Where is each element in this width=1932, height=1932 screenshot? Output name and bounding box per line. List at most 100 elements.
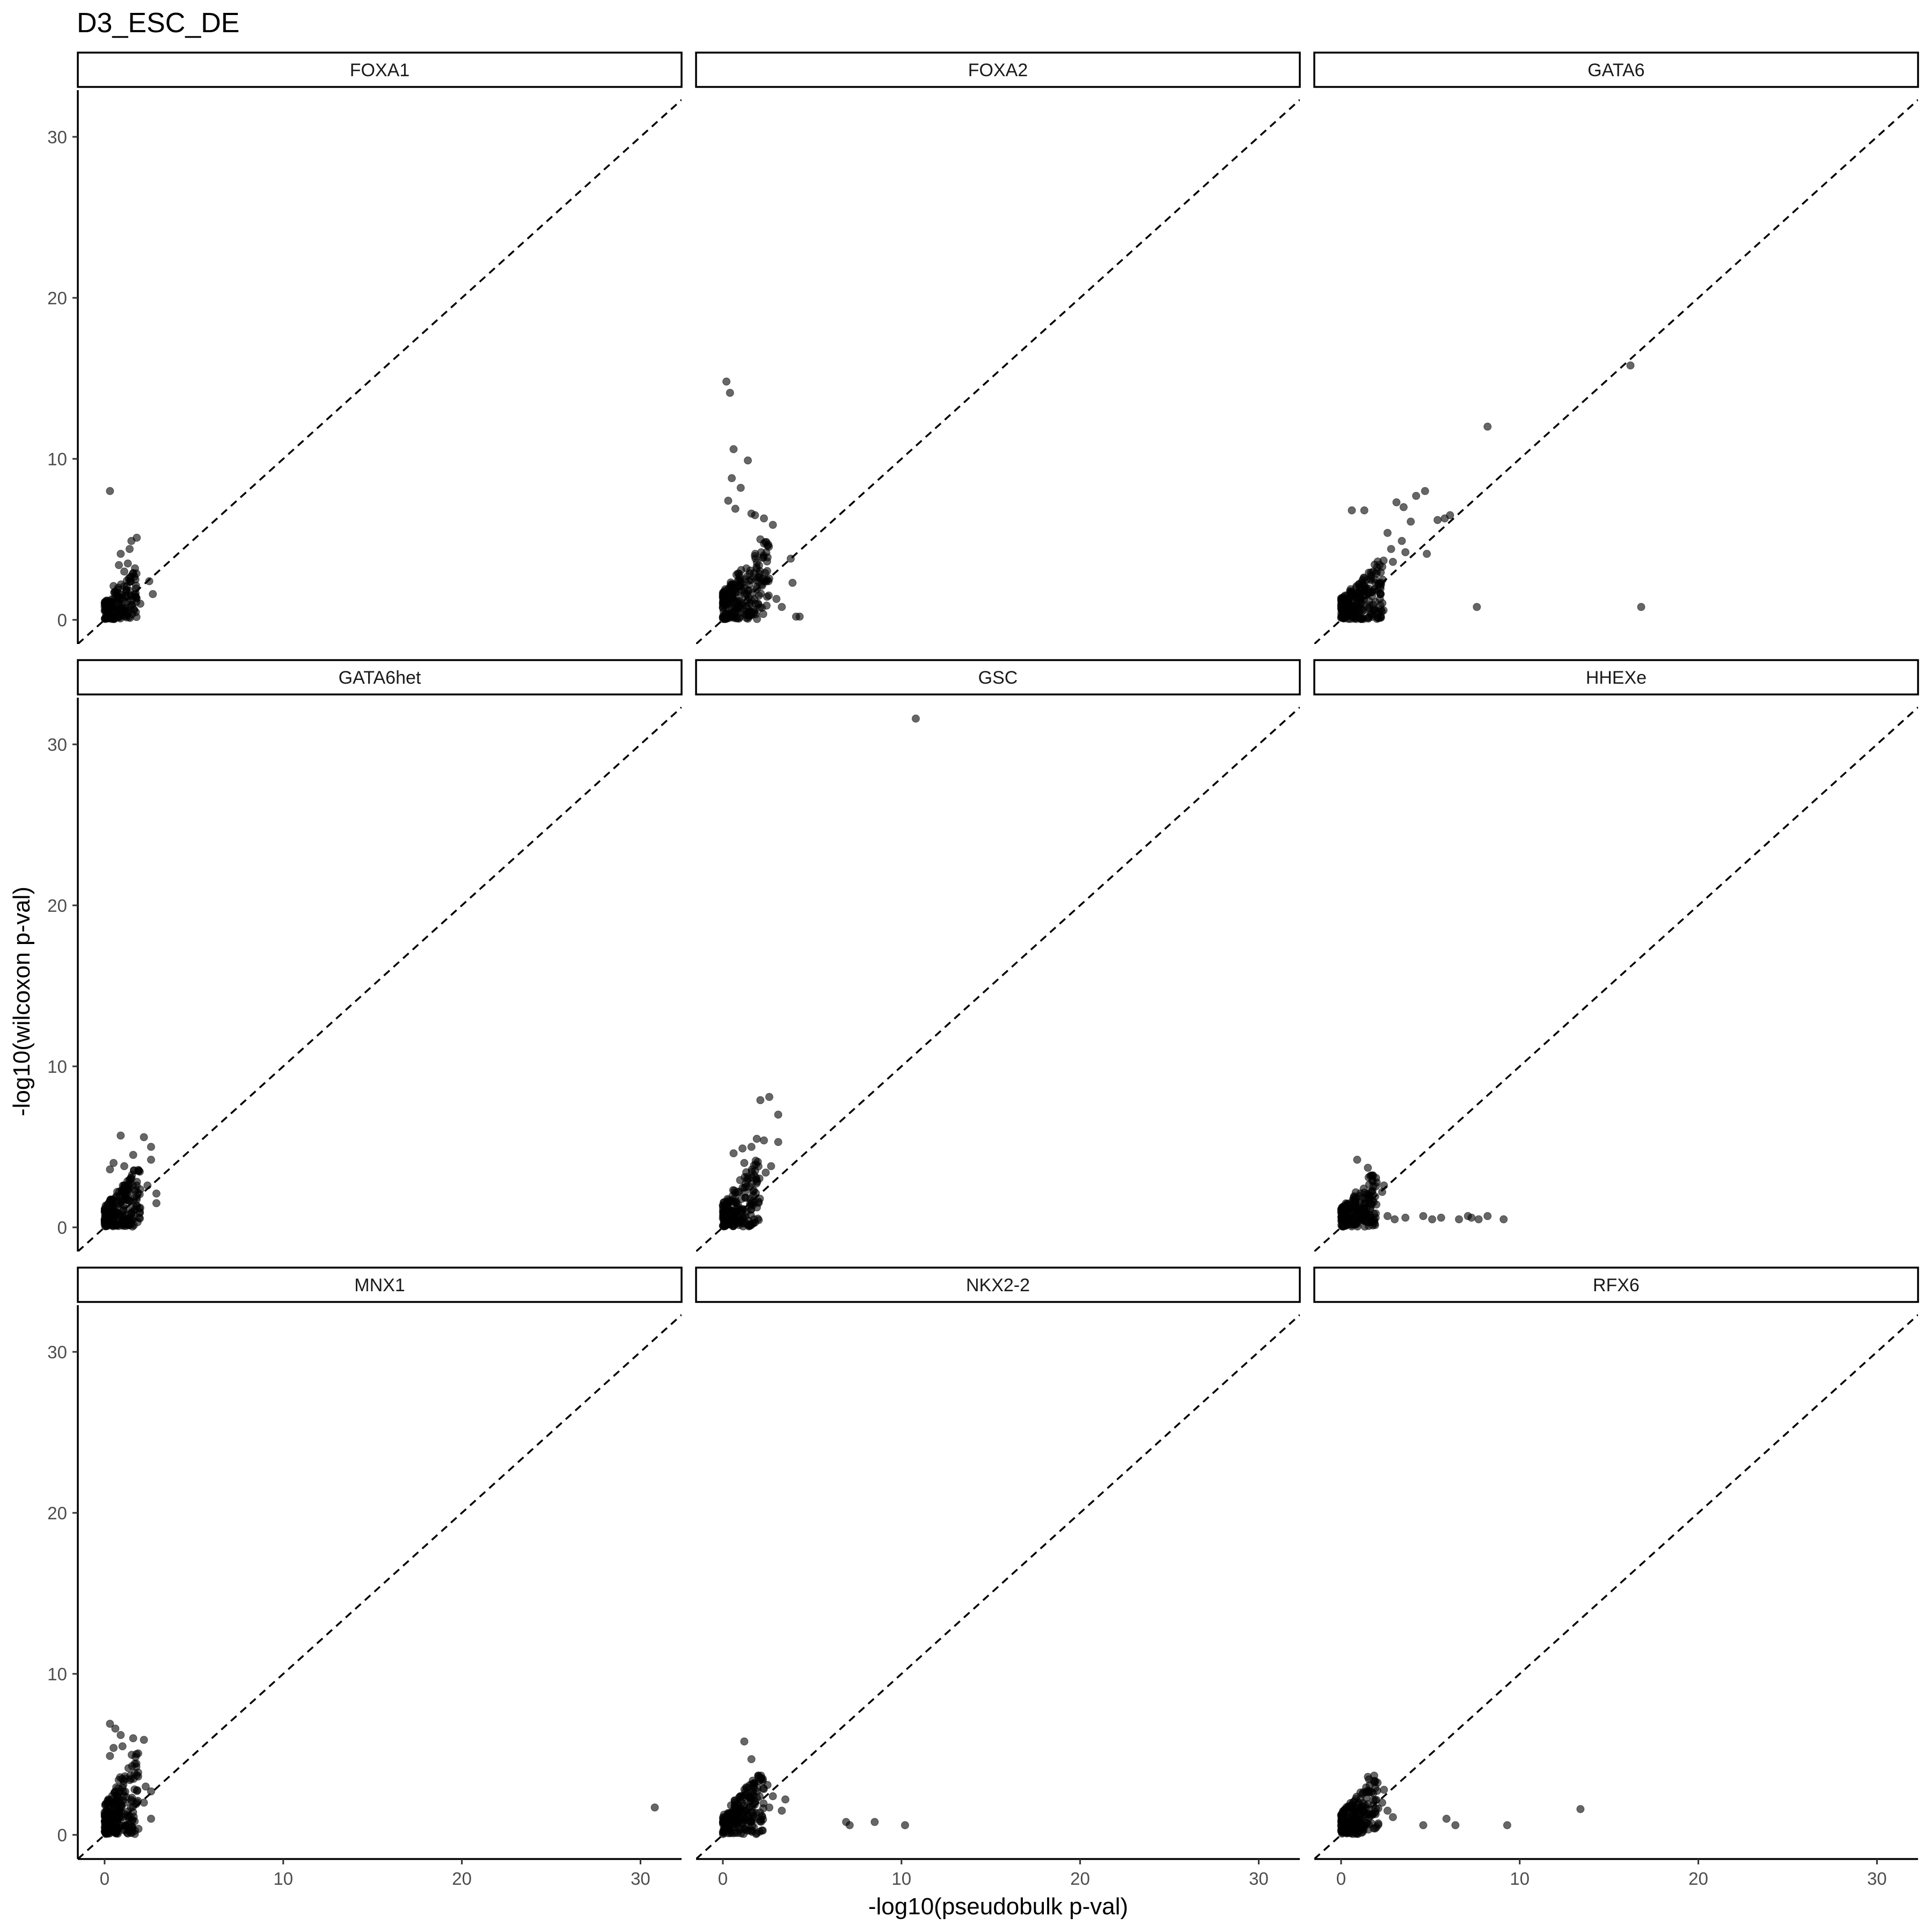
data-point [130,1785,139,1794]
data-point [759,514,768,523]
data-point [105,1199,114,1208]
data-point [752,583,761,591]
data-point [763,592,771,601]
data-point [134,1167,143,1175]
data-point [1370,1778,1379,1787]
data-point [1407,517,1415,526]
data-point [128,1823,136,1831]
data-point [746,1826,755,1835]
data-point [133,1771,141,1780]
data-point [1463,1212,1472,1220]
data-point [1576,1805,1585,1813]
data-point [140,1798,148,1807]
data-point [769,1792,777,1801]
data-point [1347,1211,1356,1220]
point-layer [100,487,157,623]
x-tick-label: 10 [273,1869,293,1889]
data-point [870,1818,879,1826]
data-point [127,601,136,609]
data-point [778,603,786,611]
data-point [750,607,758,616]
y-tick-label: 30 [47,1342,67,1362]
y-tick-label: 20 [47,1503,67,1523]
facet-strip [77,52,683,88]
data-point [1419,1821,1428,1829]
data-point [1350,606,1358,614]
data-point [1365,597,1373,605]
x-tick-label: 10 [891,1869,911,1889]
data-point [1360,506,1368,515]
data-point [720,1214,728,1223]
x-tick-label: 30 [631,1869,650,1889]
data-point [114,1784,123,1792]
facet-panel-foxa2: FOXA2 [695,52,1301,644]
data-point [763,557,771,566]
data-point [1387,545,1395,553]
data-point [735,1188,743,1196]
data-point [742,1168,751,1176]
data-point [101,1218,110,1227]
data-point [758,1826,766,1835]
y-tick-label: 10 [47,1057,67,1077]
x-tick-label: 20 [1070,1869,1090,1889]
data-point [757,575,766,583]
data-point [786,554,795,563]
data-point [756,535,765,544]
data-point [120,567,129,576]
data-point [1369,1198,1378,1206]
y-tick-label: 30 [47,735,67,755]
data-point [147,1814,155,1823]
data-point [762,548,771,557]
data-point [1371,575,1379,583]
data-point [110,614,119,623]
data-point [116,1131,125,1140]
data-point [726,389,734,397]
data-point [749,1187,757,1196]
data-point [1433,516,1442,524]
data-point [1376,601,1385,610]
facet-panel-foxa1: FOXA1 0 10 20 30 [47,52,683,644]
facet-strip [77,659,683,696]
data-point [116,1731,125,1739]
data-point [727,603,736,612]
data-point [128,1208,136,1217]
data-point [1358,1802,1366,1811]
data-point [1337,1214,1346,1223]
data-point [104,1798,113,1807]
identity-reference-line [696,706,1300,1252]
data-point [1364,1163,1372,1172]
facet-strip [695,659,1301,696]
data-point [122,613,131,621]
facet-strip-label: GATA6 [1587,60,1644,80]
data-point [1419,1212,1428,1220]
facet-strip-label: HHEXe [1586,668,1646,688]
y-tick-label: 0 [57,610,67,630]
data-point [132,1762,141,1771]
data-point [731,1815,740,1824]
data-point [111,1209,119,1217]
facet-panels: FOXA1 0 10 20 30 FOXA2 GATA6 GATA6het 0 10 20 30 GSC… [47,52,1919,1889]
data-point [740,1829,748,1838]
data-point [101,1811,109,1819]
data-point [1423,550,1431,558]
data-point [736,1796,745,1804]
data-point [141,1782,150,1791]
data-point [106,1719,114,1728]
data-point [106,1752,114,1760]
facet-panel-hhexe: HHEXe [1313,659,1919,1252]
data-point [132,1202,141,1210]
data-point [650,1803,659,1812]
data-point [109,1159,118,1167]
identity-reference-line [1314,1314,1918,1859]
data-point [743,1176,752,1184]
data-point [911,714,920,723]
data-point [136,599,144,608]
data-point [1421,487,1429,495]
data-point [738,1213,747,1222]
data-point [740,1159,749,1167]
data-point [1378,1798,1386,1807]
data-point [1358,1814,1366,1823]
data-point [751,511,759,519]
